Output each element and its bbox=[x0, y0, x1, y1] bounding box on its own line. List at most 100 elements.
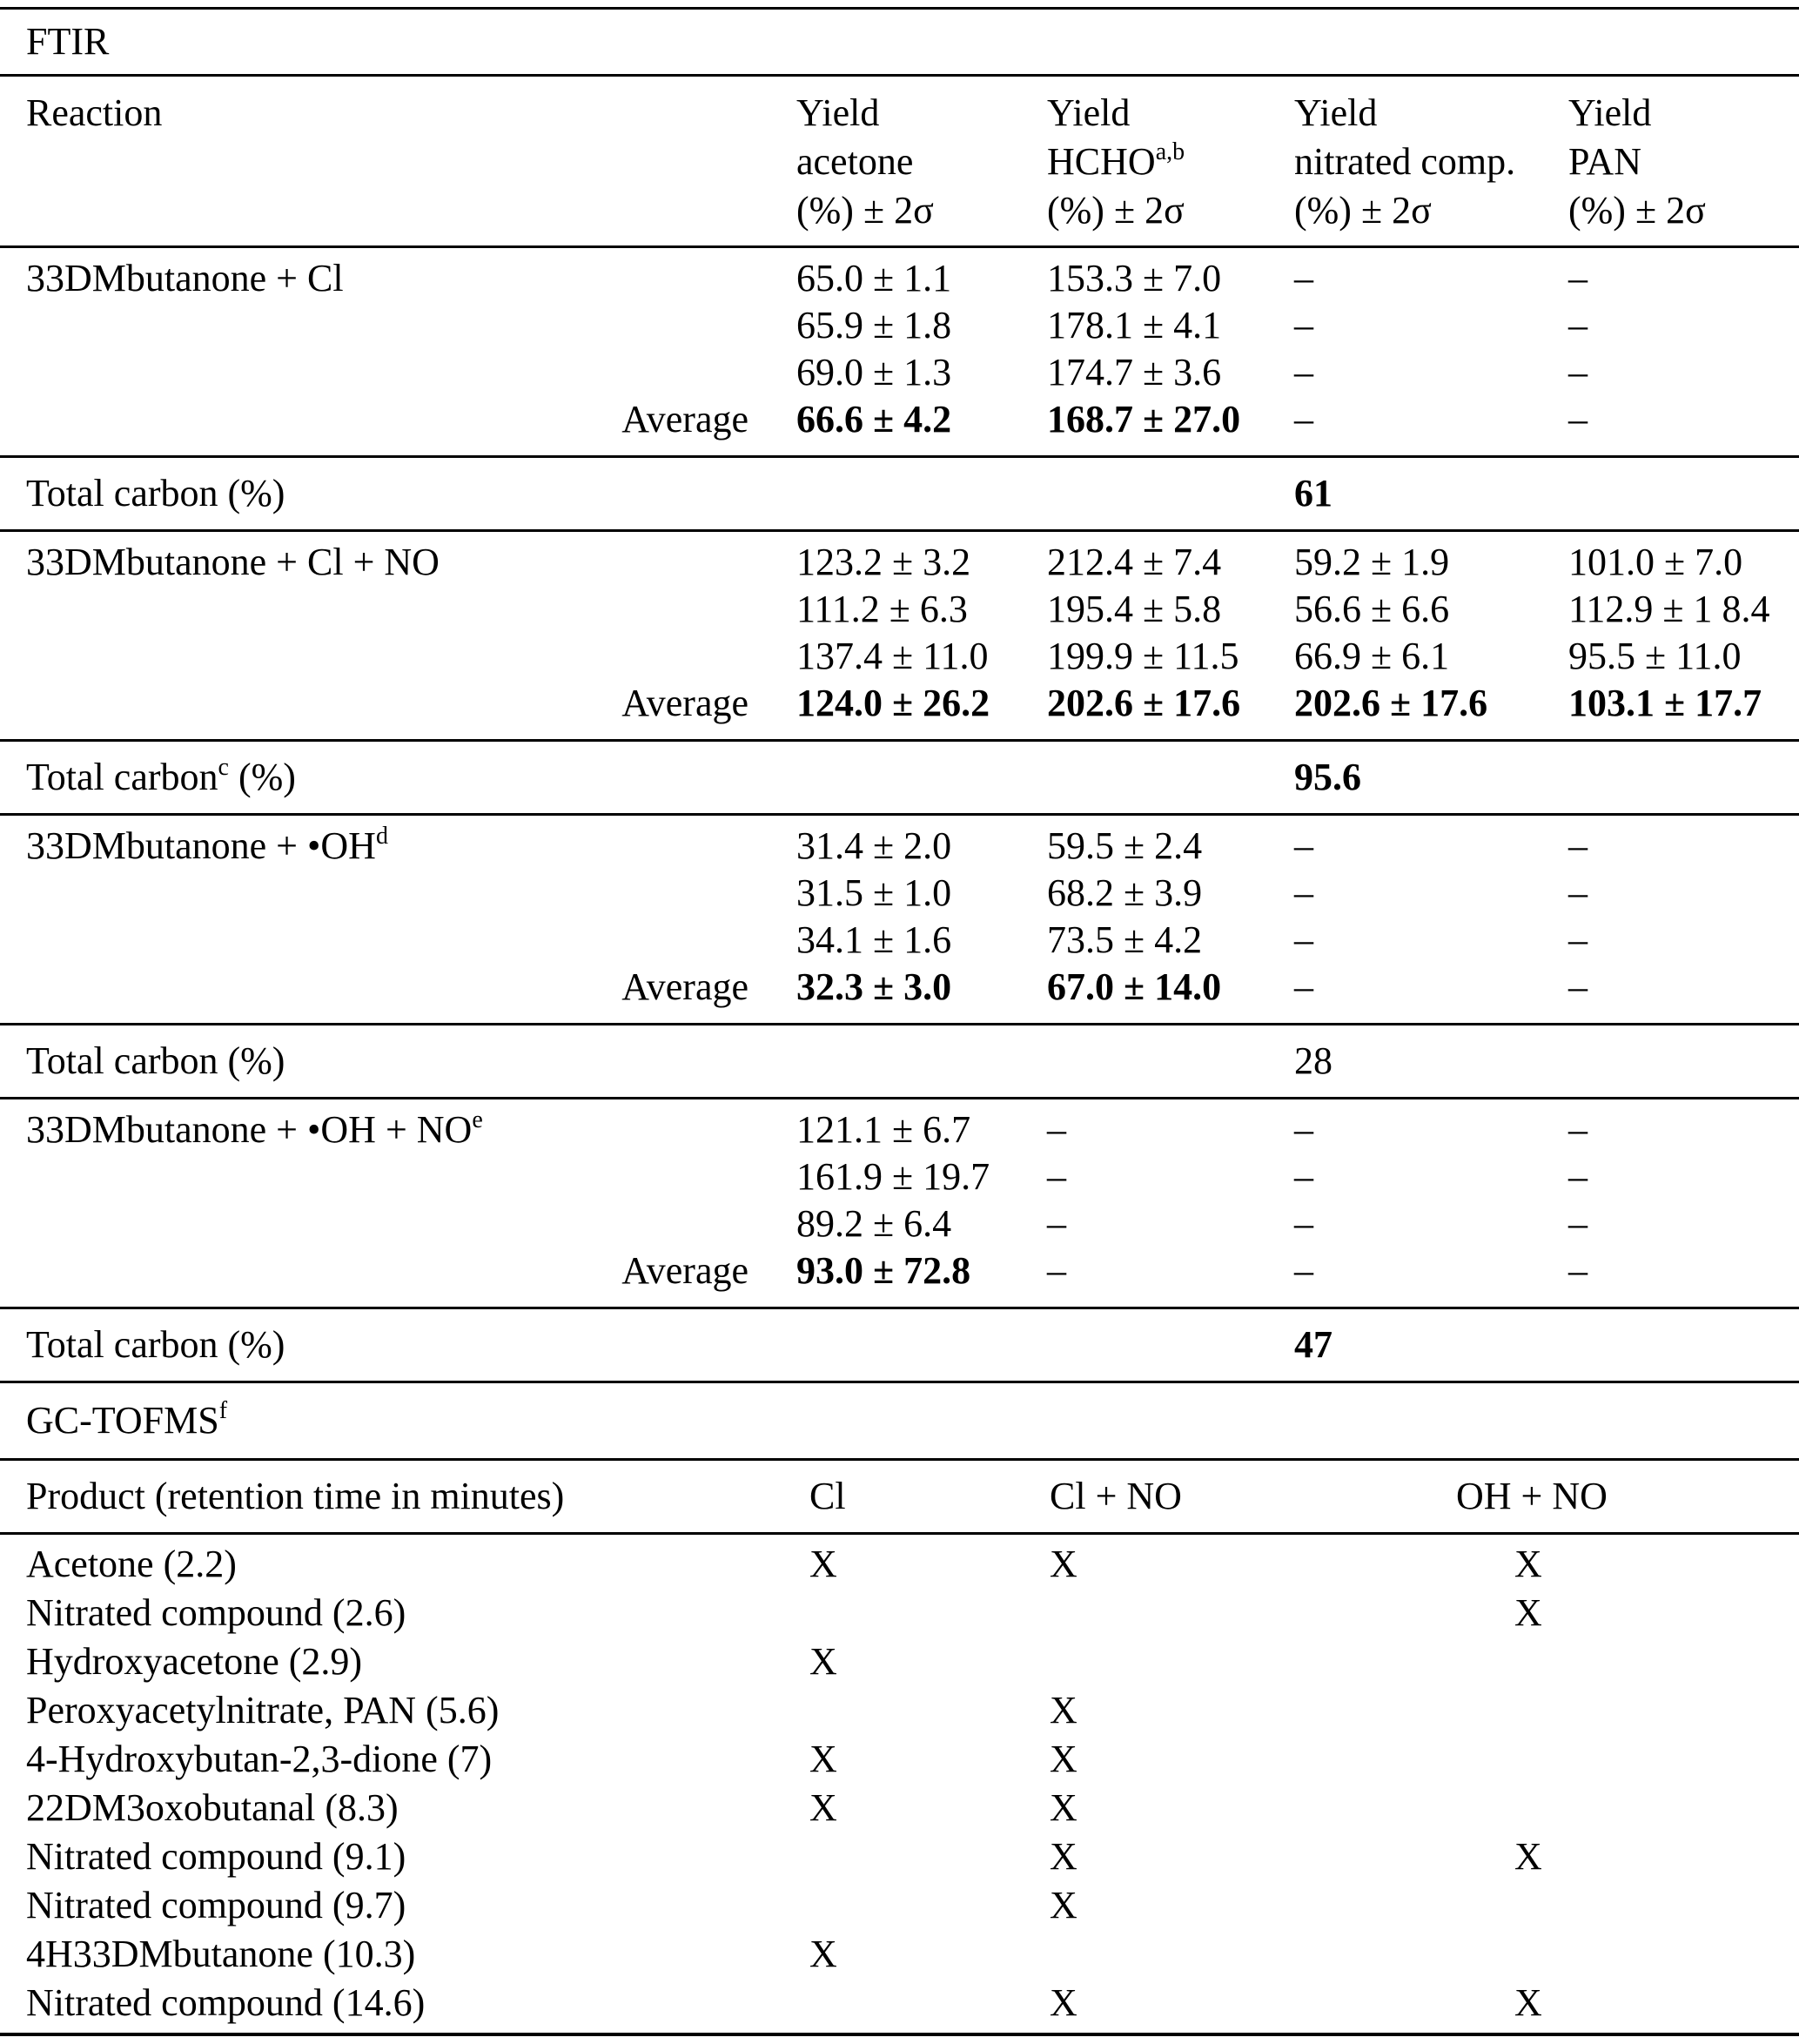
average-acetone-value: 66.6 ± 4.2 bbox=[796, 398, 952, 440]
yield-pan-value: – bbox=[1568, 871, 1588, 914]
average-label: Average bbox=[621, 398, 748, 440]
table-row: 69.0 ± 1.3 174.7 ± 3.6 – – bbox=[0, 349, 1799, 396]
yield-nitrated-value: – bbox=[1294, 351, 1313, 393]
gc-row: Hydroxyacetone (2.9) X bbox=[0, 1637, 1799, 1686]
yield-pan-value: 101.0 ± 7.0 bbox=[1568, 541, 1743, 583]
table-row: 89.2 ± 6.4 – – – bbox=[0, 1200, 1799, 1247]
yield-hcho-value: 178.1 ± 4.1 bbox=[1047, 304, 1222, 346]
header-nitrated-line3: (%) ± 2σ bbox=[1294, 189, 1432, 232]
average-nitrated-value: 202.6 ± 17.6 bbox=[1294, 682, 1488, 724]
header-reaction: Reaction bbox=[26, 91, 163, 134]
header-pan-line2: PAN bbox=[1568, 140, 1641, 183]
average-hcho-value: 168.7 ± 27.0 bbox=[1047, 398, 1241, 440]
average-label: Average bbox=[621, 965, 748, 1008]
yield-pan-value: 112.9 ± 1 8.4 bbox=[1568, 588, 1770, 630]
gc-mark-oh-no: X bbox=[1514, 1543, 1542, 1585]
gc-header-oh-no: OH + NO bbox=[1456, 1475, 1608, 1517]
table-row: 33DMbutanone + Cl 65.0 ± 1.1 153.3 ± 7.0… bbox=[0, 255, 1799, 302]
block-33dmbutanone-oh: 33DMbutanone + •OHd 31.4 ± 2.0 59.5 ± 2.… bbox=[0, 816, 1799, 1025]
yield-pan-value: 95.5 ± 11.0 bbox=[1568, 635, 1742, 677]
section-gctofms-title: GC-TOFMSf bbox=[0, 1383, 1799, 1461]
gc-product-name: Nitrated compound (9.7) bbox=[26, 1884, 406, 1926]
hcho-footnote-sup: a,b bbox=[1155, 138, 1185, 165]
yield-acetone-value: 31.4 ± 2.0 bbox=[796, 824, 952, 867]
gc-mark-cl-no: X bbox=[1050, 1981, 1077, 2024]
total-carbon-row: Total carbonc (%) 95.6 bbox=[0, 742, 1799, 816]
total-carbon-label: Total carbon (%) bbox=[26, 472, 285, 514]
average-label: Average bbox=[621, 1249, 748, 1292]
yield-hcho-value: 174.7 ± 3.6 bbox=[1047, 351, 1222, 393]
average-label: Average bbox=[621, 682, 748, 724]
average-pan-value: – bbox=[1568, 398, 1588, 440]
gc-row: Nitrated compound (9.1) X X bbox=[0, 1832, 1799, 1881]
gc-row: Nitrated compound (9.7) X bbox=[0, 1881, 1799, 1930]
yield-pan-value: – bbox=[1568, 1108, 1588, 1151]
gc-mark-cl-no: X bbox=[1050, 1689, 1077, 1731]
yield-hcho-value: – bbox=[1047, 1108, 1066, 1151]
table-row: 34.1 ± 1.6 73.5 ± 4.2 – – bbox=[0, 917, 1799, 964]
yield-pan-value: – bbox=[1568, 351, 1588, 393]
yield-nitrated-value: 66.9 ± 6.1 bbox=[1294, 635, 1450, 677]
average-row: Average 32.3 ± 3.0 67.0 ± 14.0 – – bbox=[0, 964, 1799, 1011]
total-carbon-value: 61 bbox=[1294, 472, 1332, 514]
table-row: 161.9 ± 19.7 – – – bbox=[0, 1153, 1799, 1200]
average-row: Average 93.0 ± 72.8 – – – bbox=[0, 1247, 1799, 1294]
gc-mark-cl-no: X bbox=[1050, 1884, 1077, 1926]
gc-row: Acetone (2.2) X X X bbox=[0, 1540, 1799, 1589]
header-hcho-line2: HCHOa,b bbox=[1047, 138, 1185, 183]
gc-mark-cl: X bbox=[809, 1738, 837, 1780]
yield-hcho-value: 195.4 ± 5.8 bbox=[1047, 588, 1222, 630]
gc-product-rows: Acetone (2.2) X X X Nitrated compound (2… bbox=[0, 1535, 1799, 2033]
yield-acetone-value: 65.0 ± 1.1 bbox=[796, 257, 952, 299]
yield-hcho-value: 199.9 ± 11.5 bbox=[1047, 635, 1239, 677]
gc-mark-cl: X bbox=[809, 1640, 837, 1683]
gc-product-name: Hydroxyacetone (2.9) bbox=[26, 1640, 363, 1683]
average-nitrated-value: – bbox=[1294, 398, 1313, 440]
average-hcho-value: – bbox=[1047, 1249, 1066, 1292]
table-row: 65.9 ± 1.8 178.1 ± 4.1 – – bbox=[0, 302, 1799, 349]
gc-mark-oh-no: X bbox=[1514, 1981, 1542, 2024]
header-acetone-line3: (%) ± 2σ bbox=[796, 189, 934, 232]
average-row: Average 66.6 ± 4.2 168.7 ± 27.0 – – bbox=[0, 396, 1799, 443]
yield-hcho-value: – bbox=[1047, 1155, 1066, 1198]
gc-row: Nitrated compound (14.6) X X bbox=[0, 1979, 1799, 2027]
average-hcho-value: 202.6 ± 17.6 bbox=[1047, 682, 1241, 724]
gc-row: 22DM3oxobutanal (8.3) X X bbox=[0, 1784, 1799, 1832]
total-carbon-row: Total carbon (%) 47 bbox=[0, 1309, 1799, 1383]
gc-product-name: Acetone (2.2) bbox=[26, 1543, 237, 1585]
total-carbon-value: 95.6 bbox=[1294, 756, 1361, 798]
total-carbon-value: 47 bbox=[1294, 1323, 1332, 1366]
ftir-column-header: Reaction Yield acetone (%) ± 2σ Yield HC… bbox=[0, 77, 1799, 248]
yield-hcho-value: 73.5 ± 4.2 bbox=[1047, 918, 1203, 961]
results-table: FTIR Reaction Yield acetone (%) ± 2σ Yie… bbox=[0, 7, 1799, 2036]
average-acetone-value: 32.3 ± 3.0 bbox=[796, 965, 952, 1008]
yield-nitrated-value: – bbox=[1294, 257, 1313, 299]
table-row: 31.5 ± 1.0 68.2 ± 3.9 – – bbox=[0, 870, 1799, 917]
gc-product-name: 22DM3oxobutanal (8.3) bbox=[26, 1786, 399, 1829]
average-acetone-value: 124.0 ± 26.2 bbox=[796, 682, 990, 724]
gc-mark-cl: X bbox=[809, 1933, 837, 1975]
total-carbon-label: Total carbon (%) bbox=[26, 1039, 285, 1082]
yield-pan-value: – bbox=[1568, 1155, 1588, 1198]
gc-product-name: Peroxyacetylnitrate, PAN (5.6) bbox=[26, 1689, 500, 1731]
yield-acetone-value: 89.2 ± 6.4 bbox=[796, 1202, 952, 1245]
section-ftir-title: FTIR bbox=[0, 10, 1799, 77]
average-pan-value: – bbox=[1568, 1249, 1588, 1292]
yield-acetone-value: 34.1 ± 1.6 bbox=[796, 918, 952, 961]
header-hcho-line3: (%) ± 2σ bbox=[1047, 189, 1185, 232]
table-row: 137.4 ± 11.0 199.9 ± 11.5 66.9 ± 6.1 95.… bbox=[0, 633, 1799, 680]
gc-product-name: Nitrated compound (2.6) bbox=[26, 1591, 406, 1634]
yield-nitrated-value: – bbox=[1294, 1155, 1313, 1198]
gc-mark-cl-no: X bbox=[1050, 1738, 1077, 1780]
gc-row: Nitrated compound (2.6) X bbox=[0, 1589, 1799, 1637]
header-acetone-line2: acetone bbox=[796, 140, 914, 183]
yield-nitrated-value: – bbox=[1294, 1108, 1313, 1151]
yield-pan-value: – bbox=[1568, 824, 1588, 867]
yield-acetone-value: 123.2 ± 3.2 bbox=[796, 541, 971, 583]
reaction-label: 33DMbutanone + Cl bbox=[26, 257, 344, 299]
table-row: 33DMbutanone + Cl + NO 123.2 ± 3.2 212.4… bbox=[0, 539, 1799, 586]
yield-acetone-value: 31.5 ± 1.0 bbox=[796, 871, 952, 914]
yield-hcho-value: 212.4 ± 7.4 bbox=[1047, 541, 1222, 583]
yield-nitrated-value: – bbox=[1294, 824, 1313, 867]
gc-mark-cl: X bbox=[809, 1786, 837, 1829]
